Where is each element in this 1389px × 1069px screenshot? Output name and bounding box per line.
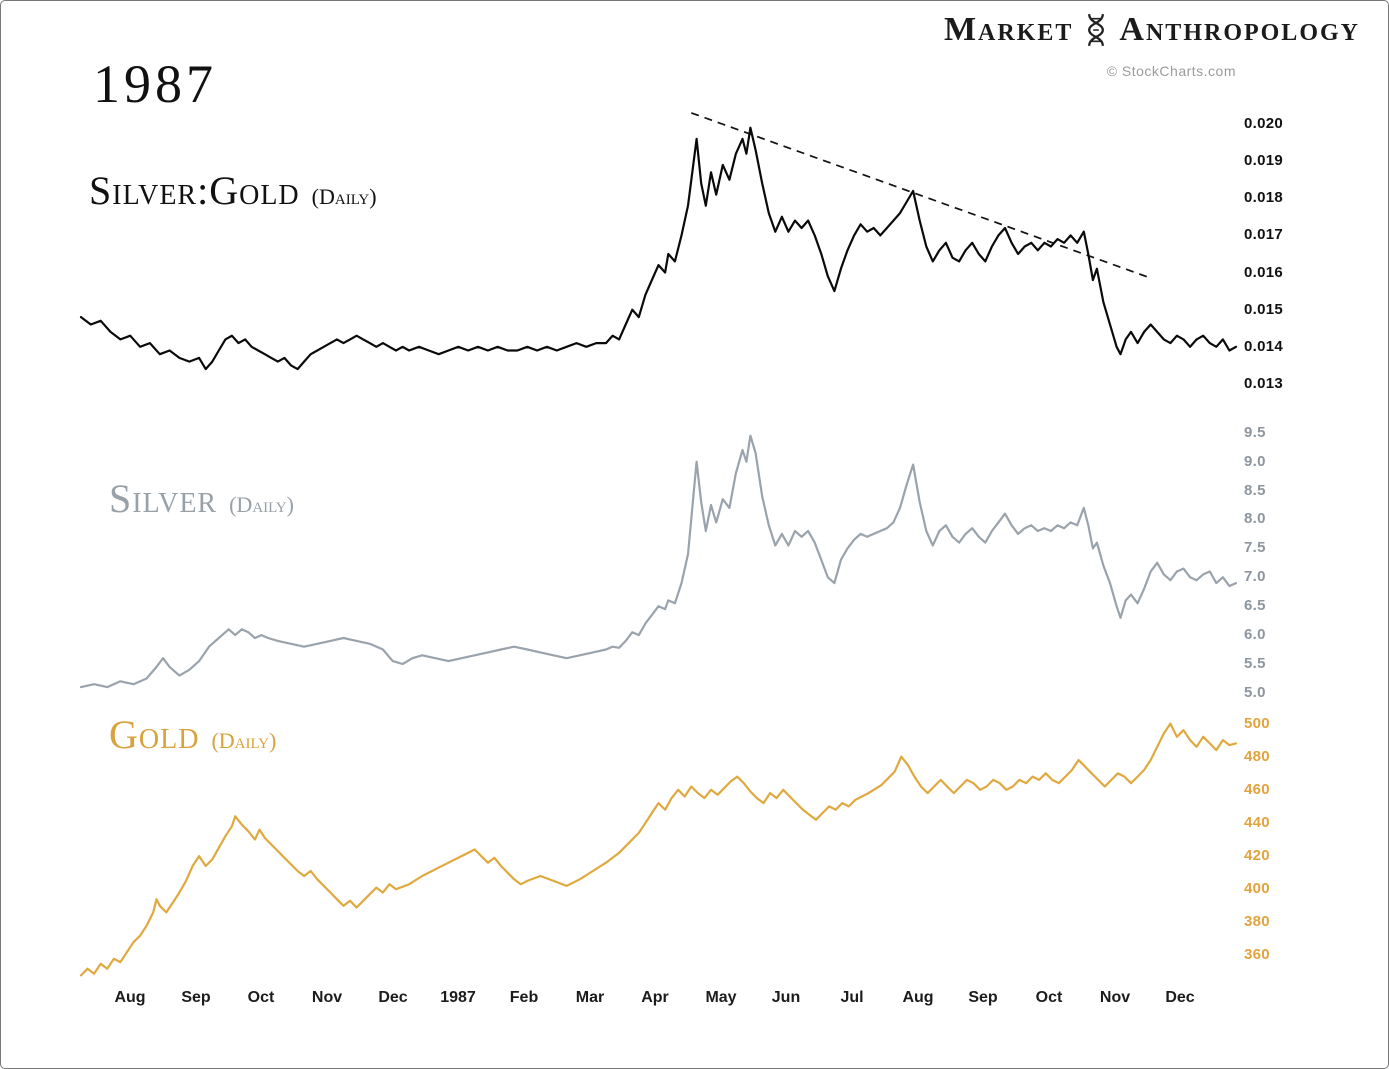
gold-ytick: 380 <box>1244 913 1270 930</box>
x-axis-label: 1987 <box>440 989 476 1006</box>
silver-panel-subtitle: (Daily) <box>229 492 294 517</box>
ratio-panel-title: Silver:Gold <box>89 168 300 213</box>
brand-market: Market <box>943 11 1074 48</box>
x-axis-label: Feb <box>509 989 539 1006</box>
silver-gold-ratio-ytick: 0.017 <box>1244 226 1284 243</box>
ratio-panel-label: Silver:Gold (Daily) <box>89 167 377 214</box>
x-axis-label: Oct <box>247 989 275 1006</box>
brand-anthropology: Anthropology <box>1119 11 1360 48</box>
x-axis-label: Apr <box>641 989 669 1006</box>
silver-line <box>79 434 1238 689</box>
silver-gold-ratio-ytick: 0.013 <box>1244 375 1284 392</box>
x-axis-label: Nov <box>1099 989 1131 1006</box>
silver-gold-ratio-ytick: 0.014 <box>1244 338 1284 355</box>
chart-year-title: 1987 <box>93 54 217 114</box>
silver-gold-ratio-trendline <box>691 112 1151 279</box>
gold-ytick: 480 <box>1244 748 1270 765</box>
stockcharts-credit: © StockCharts.com <box>1106 63 1236 79</box>
gold-ytick: 460 <box>1244 781 1270 798</box>
silver-gold-ratio-ytick: 0.019 <box>1244 152 1284 169</box>
gold-panel-subtitle: (Daily) <box>211 728 277 753</box>
silver-ytick: 8.5 <box>1244 482 1266 499</box>
silver-panel-title: Silver <box>109 476 218 521</box>
silver-ytick: 5.0 <box>1244 684 1266 701</box>
silver-ytick: 7.0 <box>1244 568 1266 585</box>
x-axis-label: Dec <box>1165 989 1195 1006</box>
silver-ytick: 6.0 <box>1244 626 1266 643</box>
x-axis-label: May <box>705 989 737 1006</box>
x-axis-label: Mar <box>575 989 605 1006</box>
gold-line <box>79 722 1238 977</box>
silver-gold-ratio-ytick: 0.020 <box>1244 115 1284 132</box>
gold-ytick: 440 <box>1244 814 1270 831</box>
x-axis-label: Oct <box>1035 989 1063 1006</box>
x-axis-label: Sep <box>968 989 998 1006</box>
x-axis-label: Sep <box>181 989 211 1006</box>
dna-icon <box>1088 13 1105 47</box>
silver-ytick: 6.5 <box>1244 597 1266 614</box>
ratio-panel-subtitle: (Daily) <box>311 184 377 209</box>
x-axis-label: Aug <box>114 989 146 1006</box>
silver-gold-ratio-line <box>79 126 1238 371</box>
silver-gold-ratio-ytick: 0.015 <box>1244 301 1284 318</box>
x-axis-label: Nov <box>311 989 343 1006</box>
brand: Market Anthropology <box>944 11 1360 49</box>
gold-ytick: 500 <box>1244 715 1270 732</box>
gold-ytick: 420 <box>1244 847 1270 864</box>
gold-panel-title: Gold <box>109 712 200 757</box>
silver-ytick: 8.0 <box>1244 510 1266 527</box>
silver-panel-label: Silver (Daily) <box>109 475 294 522</box>
gold-ytick: 360 <box>1244 946 1270 963</box>
silver-ytick: 9.0 <box>1244 453 1266 470</box>
silver-ytick: 5.5 <box>1244 655 1266 672</box>
gold-ytick: 400 <box>1244 880 1270 897</box>
x-axis-label: Dec <box>378 989 408 1006</box>
gold-panel-label: Gold (Daily) <box>109 711 276 758</box>
silver-ytick: 7.5 <box>1244 539 1266 556</box>
silver-ytick: 9.5 <box>1244 424 1266 441</box>
x-axis-label: Jul <box>840 989 864 1006</box>
silver-gold-ratio-ytick: 0.016 <box>1244 264 1284 281</box>
x-axis-label: Aug <box>902 989 934 1006</box>
x-axis-label: Jun <box>771 989 801 1006</box>
silver-gold-ratio-ytick: 0.018 <box>1244 189 1284 206</box>
